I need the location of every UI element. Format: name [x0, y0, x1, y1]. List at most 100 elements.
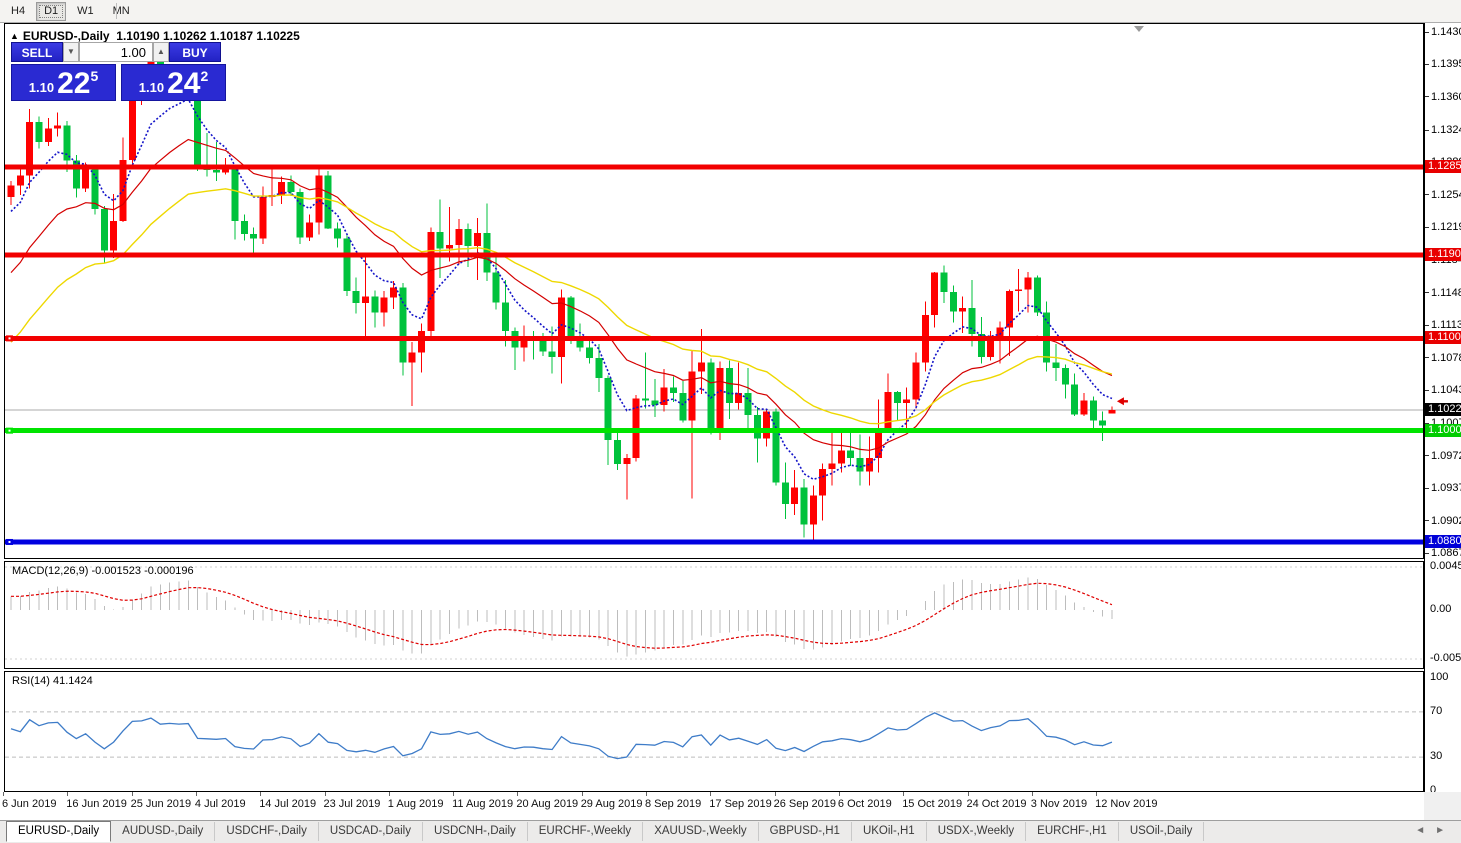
time-tick-label: 29 Aug 2019 [580, 798, 643, 810]
chart-tab-usdcad-daily[interactable]: USDCAD-,Daily [319, 822, 423, 841]
time-tick-label: 26 Sep 2019 [773, 798, 836, 810]
price-tick-label: 1.12190 [1431, 221, 1461, 234]
time-tick-mark [67, 792, 69, 796]
price-tick-label: 1.11480 [1431, 286, 1461, 299]
chart-tab-usdx-weekly[interactable]: USDX-,Weekly [927, 822, 1027, 841]
time-tick-label: 16 Jun 2019 [66, 798, 127, 810]
price-tick-label: 1.13950 [1431, 58, 1461, 71]
hline-price-label[interactable]: 1.08800 [1425, 534, 1461, 548]
chart-tab-eurusd-daily[interactable]: EURUSD-,Daily [6, 821, 112, 842]
time-tick-label: 14 Jul 2019 [259, 798, 317, 810]
time-tick-mark [1096, 792, 1098, 796]
chart-tab-audusd-daily[interactable]: AUDUSD-,Daily [111, 822, 216, 841]
price-tick-mark [1425, 357, 1429, 359]
time-tick-mark [1031, 792, 1033, 796]
hline-price-label[interactable]: 1.10003 [1425, 423, 1461, 437]
chart-tab-eurchf-h1[interactable]: EURCHF-,H1 [1026, 822, 1119, 841]
time-tick-label: 20 Aug 2019 [516, 798, 579, 810]
price-tick-mark [1425, 96, 1429, 98]
hline-price-label[interactable]: 1.11000 [1425, 331, 1461, 345]
toolbar-separator [116, 3, 117, 19]
sell-price-small: 1.10 [28, 80, 55, 95]
rsi-axis-label: 100 [1430, 671, 1449, 683]
chart-tab-xauusd-weekly[interactable]: XAUUSD-,Weekly [643, 822, 759, 841]
time-tick-mark [131, 792, 133, 796]
price-tick-mark [1425, 389, 1429, 391]
hline-drag-handle[interactable] [6, 538, 13, 545]
price-tick-label: 1.13240 [1431, 124, 1461, 137]
rsi-axis-label: 30 [1430, 750, 1443, 763]
rsi-axis-label: 70 [1430, 704, 1443, 717]
chart-tab-usoil-daily[interactable]: USOil-,Daily [1119, 822, 1205, 841]
time-tick-label: 15 Oct 2019 [902, 798, 963, 810]
buy-quote-panel[interactable]: 1.10 24 2 [121, 64, 226, 101]
price-tick-label: 1.11130 [1431, 319, 1461, 332]
rsi-indicator-panel[interactable]: RSI(14) 41.1424 [4, 671, 1424, 792]
volume-decrease-button[interactable]: ▼ [63, 42, 79, 62]
time-tick-mark [260, 792, 262, 796]
sell-button[interactable]: SELL [11, 42, 63, 62]
chart-tab-ukoil-h1[interactable]: UKOil-,H1 [852, 822, 927, 841]
tab-scroll-left-icon[interactable]: ◄ [1415, 825, 1436, 836]
hline-drag-handle[interactable] [6, 335, 13, 342]
price-tick-label: 1.14300 [1431, 26, 1461, 38]
time-tick-label: 17 Sep 2019 [709, 798, 772, 810]
hline-drag-handle[interactable] [6, 427, 13, 434]
time-tick-label: 4 Jul 2019 [194, 798, 246, 810]
buy-button[interactable]: BUY [169, 42, 221, 62]
rsi-chart-canvas[interactable] [5, 672, 1423, 791]
time-tick-label: 3 Nov 2019 [1030, 798, 1088, 810]
sell-quote-panel[interactable]: 1.10 22 5 [11, 64, 116, 101]
macd-axis-label: -0.005205 [1430, 652, 1461, 664]
tab-scroll-right-icon[interactable]: ► [1435, 825, 1455, 836]
volume-increase-button[interactable]: ▲ [153, 42, 169, 62]
scroll-marker-icon [1134, 26, 1144, 32]
price-tick-label: 1.09720 [1431, 449, 1461, 462]
macd-chart-canvas[interactable] [5, 562, 1423, 668]
rsi-label: RSI(14) 41.1424 [12, 675, 93, 687]
volume-input[interactable] [79, 42, 153, 62]
triangle-up-icon: ▲ [10, 31, 19, 41]
price-tick-label: 1.10780 [1431, 351, 1461, 364]
price-tick-mark [1425, 63, 1429, 65]
time-tick-label: 12 Nov 2019 [1095, 798, 1158, 810]
price-tick-mark [1425, 422, 1429, 424]
timeframe-button-h4[interactable]: H4 [11, 5, 26, 17]
time-tick-label: 23 Jul 2019 [323, 798, 381, 810]
time-axis[interactable]: 6 Jun 2019 16 Jun 2019 25 Jun 2019 4 Jul 20… [0, 792, 1424, 820]
price-axis[interactable]: 1.143001.139501.136001.132401.128901.125… [1424, 23, 1461, 796]
buy-price-pip: 2 [200, 68, 209, 84]
price-tick-label: 1.09020 [1431, 514, 1461, 527]
time-tick-label: 1 Aug 2019 [387, 798, 444, 810]
macd-label: MACD(12,26,9) -0.001523 -0.000196 [12, 565, 194, 577]
time-tick-label: 24 Oct 2019 [966, 798, 1027, 810]
chart-tab-eurchf-weekly[interactable]: EURCHF-,Weekly [528, 822, 644, 841]
time-tick-mark [3, 792, 4, 796]
timeframe-button-w1[interactable]: W1 [77, 5, 94, 17]
macd-indicator-panel[interactable]: MACD(12,26,9) -0.001523 -0.000196 [4, 561, 1424, 669]
chart-tab-usdchf-daily[interactable]: USDCHF-,Daily [215, 822, 319, 841]
timeframe-button-d1[interactable]: D1 [36, 2, 67, 21]
chart-tab-gbpusd-h1[interactable]: GBPUSD-,H1 [759, 822, 852, 841]
price-tick-label: 1.08670 [1431, 547, 1461, 559]
candlestick-chart-canvas[interactable] [5, 24, 1423, 558]
time-tick-mark [774, 792, 776, 796]
time-tick-label: 11 Aug 2019 [452, 798, 514, 810]
price-tick-label: 1.09370 [1431, 482, 1461, 495]
sell-price-pip: 5 [90, 68, 99, 84]
spinner-down-icon: ▼ [67, 47, 75, 56]
axis-corner [1424, 792, 1461, 820]
price-tick-label: 1.13600 [1431, 90, 1461, 103]
time-tick-mark [646, 792, 647, 796]
chart-tab-usdcnh-daily[interactable]: USDCNH-,Daily [423, 822, 528, 841]
time-tick-label: 8 Sep 2019 [645, 798, 702, 810]
spinner-up-icon: ▲ [157, 47, 165, 56]
timeframe-button-mn[interactable]: MN [112, 5, 130, 17]
time-tick-mark [517, 792, 519, 796]
price-tick-mark [1425, 455, 1429, 457]
main-chart-panel[interactable] [4, 23, 1424, 559]
price-tick-label: 1.10430 [1431, 384, 1461, 397]
